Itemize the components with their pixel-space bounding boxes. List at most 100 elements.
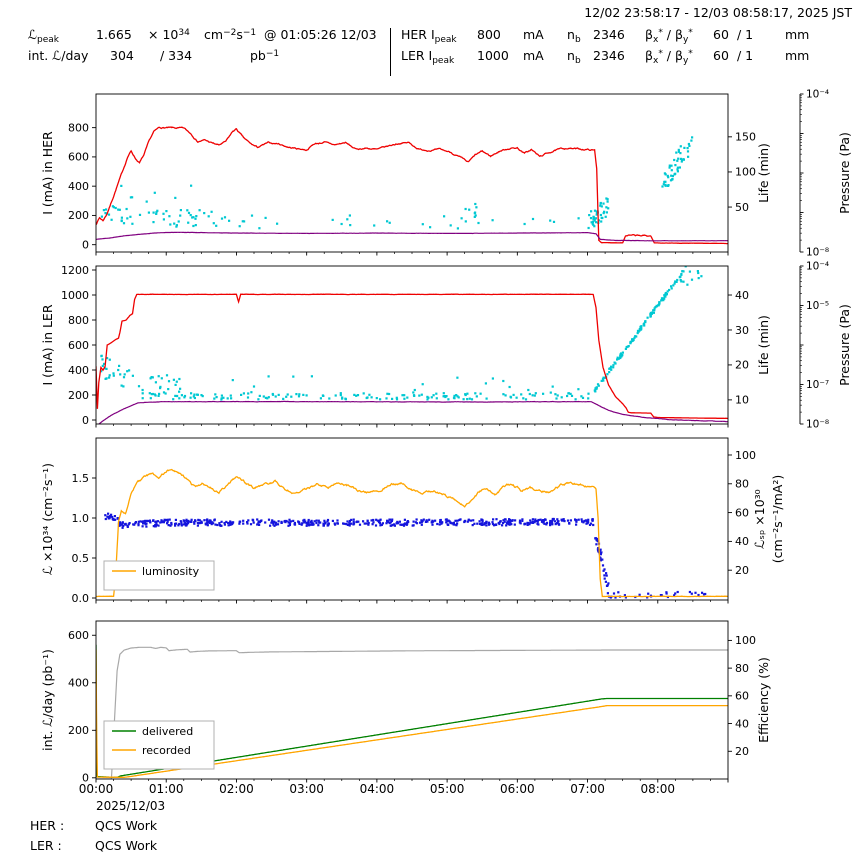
plot-series-luminosity xyxy=(96,468,728,599)
ylabel-integrated: int. ℒ/day (pb⁻¹) xyxy=(40,649,55,751)
tick-label: 10⁻⁴ xyxy=(806,261,829,273)
header-left: ℒpeak 1.665 × 1034 cm−2s−1 @ 01:05:26 12… xyxy=(28,27,390,63)
header: ℒpeak 1.665 × 1034 cm−2s−1 @ 01:05:26 12… xyxy=(28,27,809,76)
tick-label: 10⁻⁸ xyxy=(806,419,829,431)
tick-label: 60 xyxy=(735,506,749,519)
her-status-label: HER : xyxy=(30,818,65,833)
right-ylabel-integrated: Efficiency (%) xyxy=(756,657,771,743)
legend-item-delivered: delivered xyxy=(142,725,193,738)
tick-label: 200 xyxy=(68,209,89,222)
legend-luminosity xyxy=(103,560,215,591)
tick-label: 200 xyxy=(68,389,89,402)
ler-beta-value: 60 xyxy=(713,48,729,63)
her-ipeak-label: HER Ipeak xyxy=(401,27,457,45)
her-ipeak-value: 800 xyxy=(477,27,501,42)
ler-beta-label: βx* / βy* xyxy=(645,48,693,66)
tick-label: 30 xyxy=(735,324,749,337)
xtick-00:00: 00:00 xyxy=(79,782,114,796)
frame-her xyxy=(95,93,729,253)
right-ylabel1-luminosity: ℒₛₚ ×10³⁰ xyxy=(752,489,767,548)
intlday-label: int. ℒ/day xyxy=(28,48,89,63)
ylabel-luminosity: ℒ ×10³⁴ (cm⁻²s⁻¹) xyxy=(40,463,55,575)
frame-ler xyxy=(95,265,729,425)
series-specific-luminosity xyxy=(104,512,707,599)
ler-status-label: LER : xyxy=(30,838,62,853)
tick-label: 400 xyxy=(68,180,89,193)
tick-label: 800 xyxy=(68,314,89,327)
ler-nb-label: nb xyxy=(567,48,581,66)
tick-label: 0 xyxy=(82,238,89,251)
her-status-row: HER : QCS Work xyxy=(30,816,157,836)
tick-label: 600 xyxy=(68,339,89,352)
plot-integrated: 0 200 400 600 20 40 60 80 100 int. ℒ/day (pb⁻¹) Ef… xyxy=(40,620,771,785)
tick-label: 0 xyxy=(82,414,89,427)
tick-label: 150 xyxy=(735,131,756,144)
tick-label: 20 xyxy=(735,359,749,372)
xtick-02:00: 02:00 xyxy=(219,782,254,796)
ler-status-value: QCS Work xyxy=(95,838,158,853)
xtick-05:00: 05:00 xyxy=(430,782,465,796)
series-ler-life xyxy=(97,400,728,424)
xtick-07:00: 07:00 xyxy=(570,782,605,796)
tick-label: 1000 xyxy=(61,289,89,302)
series-luminosity xyxy=(96,468,728,598)
tick-label: 80 xyxy=(735,662,749,675)
tick-label: 0.0 xyxy=(72,592,90,605)
series-her-current xyxy=(96,126,728,245)
pressure-label-her: Pressure (Pa) xyxy=(837,132,852,214)
tick-label: 10⁻⁴ xyxy=(806,89,829,101)
right-ylabel2-luminosity: (cm⁻²s⁻¹/mA²) xyxy=(770,475,785,563)
tick-label: 400 xyxy=(68,364,89,377)
her-beta-unit: mm xyxy=(785,27,810,42)
plot-series-her xyxy=(96,126,728,245)
ler-ipeak-unit: mA xyxy=(523,48,544,63)
tick-label: 50 xyxy=(735,201,749,214)
tick-label: 800 xyxy=(68,121,89,134)
tick-label: 0 xyxy=(82,772,89,785)
right-ylabel-her: Life (min) xyxy=(756,143,771,203)
plot-her: 0 200 400 600 800 50 100 150 I (mA) in HER Life (… xyxy=(40,89,852,259)
tick-label: 100 xyxy=(735,166,756,179)
header-right: HER Ipeak 800 mA nb 2346 βx* / βy* 60 / … xyxy=(401,27,810,66)
her-beta-value: 60 xyxy=(713,27,729,42)
tick-label: 200 xyxy=(68,724,89,737)
plot-series-ler xyxy=(96,266,728,424)
right-ylabel-ler: Life (min) xyxy=(756,315,771,375)
plot-luminosity: 0.0 0.5 1.0 1.5 20 40 60 80 100 ℒ ×10³⁴ (cm⁻²s⁻¹)… xyxy=(40,437,785,605)
tick-label: 1.5 xyxy=(72,472,90,485)
tick-label: 100 xyxy=(735,634,756,647)
tick-label: 100 xyxy=(735,449,756,462)
tick-label: 20 xyxy=(735,745,749,758)
tick-label: 10⁻⁵ xyxy=(806,300,829,312)
ylabel-ler: I (mA) in LER xyxy=(40,304,55,385)
lpeak-value: 1.665 xyxy=(96,27,132,42)
lpeak-unit: cm−2s−1 xyxy=(204,27,257,42)
legend-item-recorded: recorded xyxy=(142,744,191,757)
her-nb-value: 2346 xyxy=(593,27,625,42)
ler-ipeak-value: 1000 xyxy=(477,48,509,63)
xtick-08:00: 08:00 xyxy=(640,782,675,796)
ler-ipeak-label: LER Ipeak xyxy=(401,48,455,66)
footer: HER : QCS Work LER : QCS Work xyxy=(30,816,157,856)
x-date-label: 2025/12/03 xyxy=(96,799,165,813)
xtick-06:00: 06:00 xyxy=(500,782,535,796)
ler-beta-value2: / 1 xyxy=(737,48,754,63)
pressure-label-ler: Pressure (Pa) xyxy=(837,304,852,386)
xtick-04:00: 04:00 xyxy=(360,782,395,796)
tick-label: 400 xyxy=(68,677,89,690)
her-nb-label: nb xyxy=(567,27,581,45)
tick-label: 40 xyxy=(735,289,749,302)
series-ler-current xyxy=(96,293,728,420)
intlday-unit: pb−1 xyxy=(250,48,280,63)
series-ler-pressure xyxy=(100,266,703,401)
plot-ler: 0 200 400 600 800 1000 1200 10 20 30 40 I (mA) in L… xyxy=(40,261,852,431)
tick-label: 40 xyxy=(735,717,749,730)
tick-label: 20 xyxy=(735,564,749,577)
tick-label: 600 xyxy=(68,151,89,164)
tick-label: 60 xyxy=(735,690,749,703)
lpeak-exponent: × 1034 xyxy=(148,27,190,42)
lpeak-time: @ 01:05:26 12/03 xyxy=(264,27,377,42)
tick-label: 10 xyxy=(735,394,749,407)
her-beta-value2: / 1 xyxy=(737,27,754,42)
her-beta-label: βx* / βy* xyxy=(645,27,693,45)
